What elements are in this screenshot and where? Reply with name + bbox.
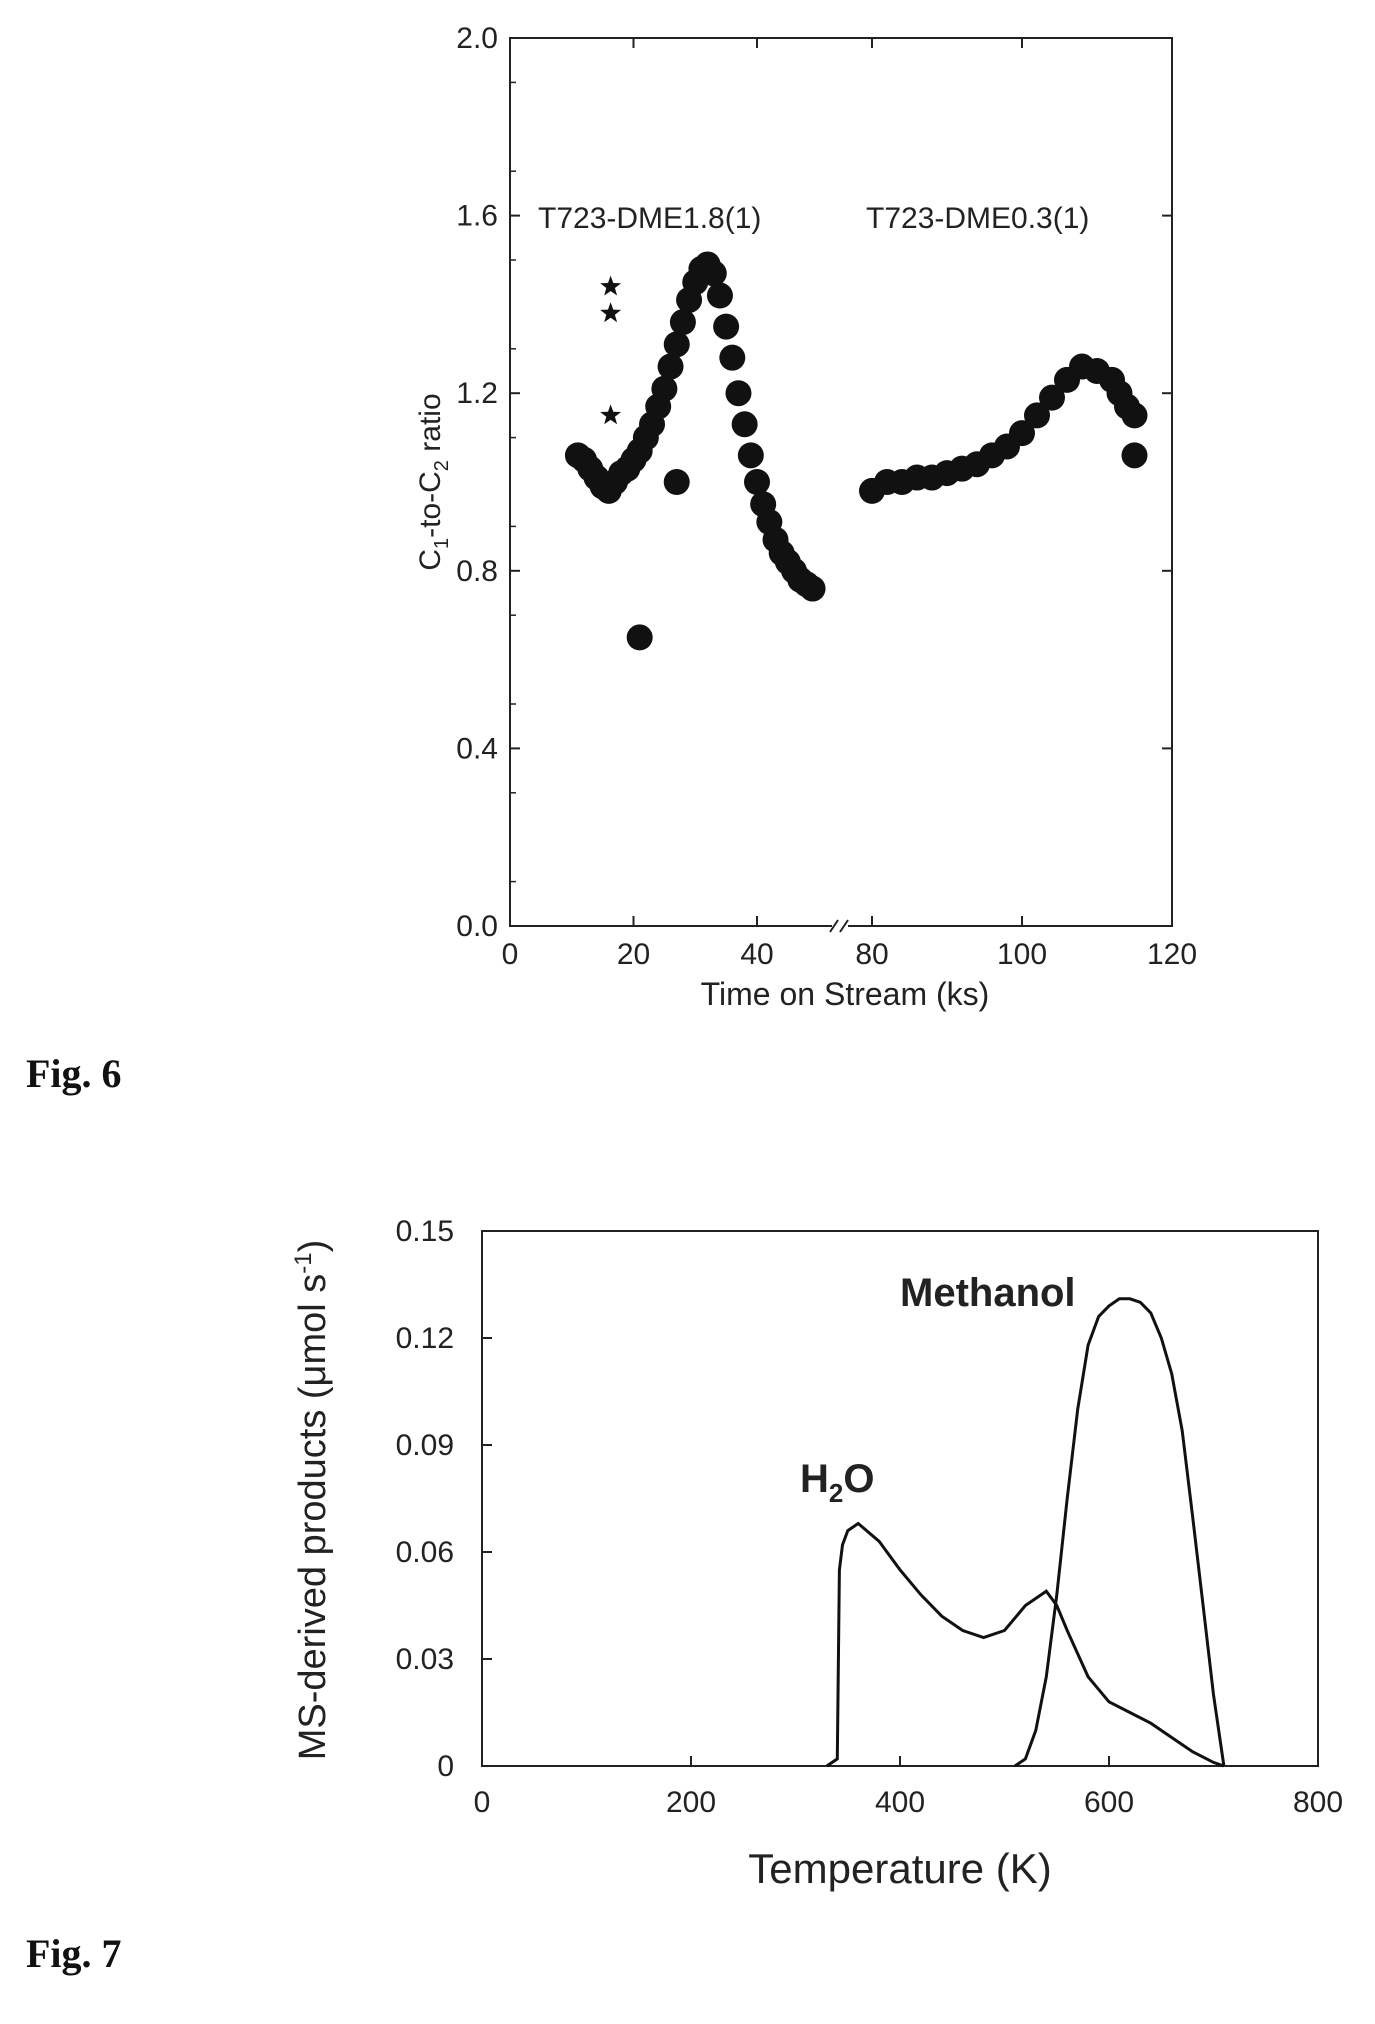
chart-fig7: 0 200 400 600 800 0 0.03 0.06 0.09 0.12 0.15 Metha… <box>290 1215 1343 1892</box>
fig7-x-tick-label: 200 <box>666 1786 716 1819</box>
fig6-label: Fig. 6 <box>26 1051 122 1096</box>
fig6-y-tick-label: 0.8 <box>456 555 498 588</box>
fig6-data-point <box>1121 442 1148 469</box>
fig7-y-tick-label: 0.06 <box>396 1536 454 1569</box>
fig6-star-point <box>600 302 622 323</box>
fig6-data-point <box>706 282 733 309</box>
fig6-y-tick-label: 2.0 <box>456 22 498 55</box>
fig6-data-point <box>657 353 684 380</box>
fig6-x-tick-label: 20 <box>617 938 650 971</box>
fig7-y-tick-label: 0.15 <box>396 1215 454 1248</box>
chart-fig6: 0 20 40 80 100 120 0.0 0.4 0.8 1.2 1.6 2.0 T723-DME… <box>414 22 1197 1012</box>
fig6-data-point <box>663 331 690 358</box>
fig6-data-point <box>731 411 758 438</box>
fig6-y-tick-label: 1.2 <box>456 377 498 410</box>
fig7-label: Fig. 7 <box>26 1931 122 1976</box>
fig6-y-tick-label: 1.6 <box>456 200 498 233</box>
fig6-x-axis-label: Time on Stream (ks) <box>701 976 990 1012</box>
fig6-data-point <box>700 260 727 287</box>
fig6-data-point <box>713 313 740 340</box>
fig6-annotation-left: T723-DME1.8(1) <box>538 202 761 235</box>
fig7-y-axis-label: MS-derived products (μmol s-1) <box>290 1240 334 1761</box>
fig6-y-axis-label: C1-to-C2 ratio <box>414 393 453 570</box>
fig7-y-tick-label: 0.12 <box>396 1322 454 1355</box>
fig6-data-point <box>1039 384 1065 411</box>
fig7-y-tick-label: 0 <box>437 1750 454 1783</box>
fig6-y-tick-label: 0.4 <box>456 732 498 765</box>
fig7-x-tick-label: 800 <box>1293 1786 1343 1819</box>
fig7-y-tick-label: 0.03 <box>396 1643 454 1676</box>
fig6-x-tick-label: 0 <box>502 938 519 971</box>
fig7-series-label-h2o: H2O <box>800 1457 874 1508</box>
fig6-data-point <box>663 469 690 495</box>
fig6-data-point <box>725 380 752 407</box>
fig7-line-methanol <box>1014 1297 1226 1768</box>
fig7-series-label-methanol: Methanol <box>900 1271 1076 1315</box>
fig7-x-tick-label: 600 <box>1084 1786 1134 1819</box>
fig6-data-point <box>1024 402 1050 429</box>
fig6-star-point <box>600 404 622 425</box>
fig7-x-tick-label: 400 <box>875 1786 925 1819</box>
fig6-star-point <box>600 275 622 296</box>
fig6-data-point <box>737 442 764 469</box>
fig7-line-h2o <box>825 1521 1225 1768</box>
fig6-data-point <box>651 375 678 402</box>
fig6-data-point <box>669 309 696 336</box>
fig6-x-break <box>829 918 849 934</box>
fig7-x-tick-label: 0 <box>474 1786 491 1819</box>
fig6-annotation-right: T723-DME0.3(1) <box>866 202 1089 235</box>
fig6-x-tick-label: 100 <box>997 938 1047 971</box>
fig6-data-point <box>626 624 653 651</box>
fig6-x-tick-label: 80 <box>855 938 888 971</box>
fig6-data-point <box>799 575 826 602</box>
fig6-data-point <box>1121 402 1148 429</box>
fig6-data-point <box>1009 420 1035 447</box>
fig7-x-axis-label: Temperature (K) <box>748 1845 1051 1892</box>
fig6-y-tick-label: 0.0 <box>456 910 498 943</box>
fig6-data-point <box>719 344 746 371</box>
fig7-y-tick-label: 0.09 <box>396 1429 454 1462</box>
fig6-data-point <box>744 469 770 495</box>
fig6-x-tick-label: 120 <box>1147 938 1197 971</box>
fig6-x-tick-label: 40 <box>740 938 773 971</box>
